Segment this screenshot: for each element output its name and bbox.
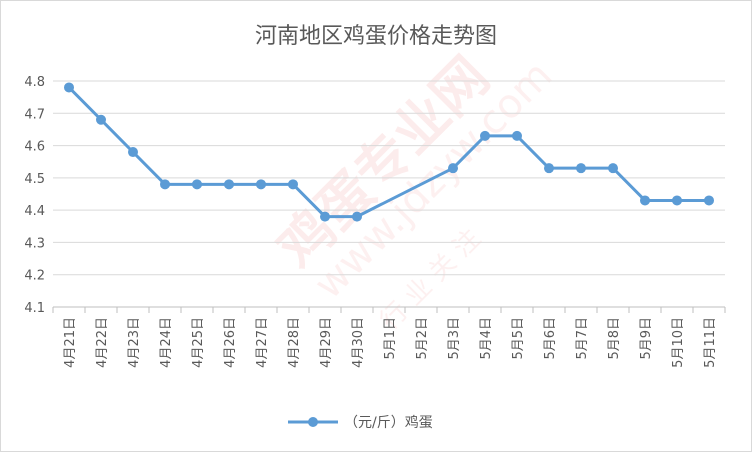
data-point [672, 195, 682, 206]
y-axis-ticks: 4.1 4.2 4.3 4.4 4.5 4.6 4.7 4.8 [24, 75, 45, 316]
x-tick-label: 5月9日 [639, 317, 654, 360]
data-point [96, 114, 106, 125]
x-tick-label: 4月28日 [287, 317, 302, 368]
y-tick-label: 4.6 [24, 140, 45, 155]
x-tick-label: 4月24日 [159, 317, 174, 368]
x-tick-label: 4月27日 [255, 317, 270, 368]
legend: （元/斤）鸡蛋 [288, 414, 433, 431]
x-tick-label: 5月5日 [511, 317, 526, 360]
x-tick-label: 5月11日 [703, 317, 718, 368]
data-point [288, 179, 298, 190]
series-line [64, 82, 714, 222]
y-tick-label: 4.5 [24, 172, 45, 187]
data-point [448, 163, 458, 174]
x-tick-label: 5月4日 [479, 317, 494, 360]
y-tick-label: 4.3 [24, 236, 45, 251]
data-point [128, 147, 138, 158]
y-tick-label: 4.4 [24, 204, 45, 219]
data-point [64, 82, 74, 93]
data-point [512, 130, 522, 141]
legend-label: （元/斤）鸡蛋 [344, 414, 433, 431]
gridlines [53, 80, 725, 308]
x-tick-label: 4月23日 [127, 317, 142, 368]
data-point [640, 195, 650, 206]
legend-marker [308, 417, 318, 427]
chart-title: 河南地区鸡蛋价格走势图 [255, 24, 497, 49]
x-tick-label: 4月21日 [63, 317, 78, 368]
x-tick-label: 4月30日 [351, 317, 366, 368]
x-tick-label: 5月3日 [447, 317, 462, 360]
data-point [544, 163, 554, 174]
data-point [352, 211, 362, 222]
y-tick-label: 4.7 [24, 107, 45, 122]
data-point [480, 130, 490, 141]
x-tick-label: 4月26日 [223, 317, 238, 368]
x-tick-label: 4月29日 [319, 317, 334, 368]
x-tick-label: 4月22日 [95, 317, 110, 368]
x-tick-label: 5月10日 [671, 317, 686, 368]
x-tick-label: 5月7日 [575, 317, 590, 360]
y-tick-label: 4.2 [24, 269, 45, 284]
y-tick-label: 4.1 [24, 301, 45, 316]
x-tick-label: 5月8日 [607, 317, 622, 360]
data-point [224, 179, 234, 190]
data-point [320, 211, 330, 222]
x-tick-label: 5月2日 [415, 317, 430, 360]
data-point [256, 179, 266, 190]
data-point [576, 163, 586, 174]
data-point [192, 179, 202, 190]
x-tick-label: 5月6日 [543, 317, 558, 360]
x-tick-label: 5月1日 [383, 317, 398, 360]
data-point [608, 163, 618, 174]
y-tick-label: 4.8 [24, 75, 45, 90]
data-point [160, 179, 170, 190]
x-tick-label: 4月25日 [191, 317, 206, 368]
x-axis: 4月21日 4月22日 4月23日 4月24日 4月25日 4月26日 4月27日 4月28日… [52, 307, 726, 368]
watermark: 鸡蛋专业网 www.jdzyw.com 行 业 关 注 [266, 45, 562, 336]
data-point [704, 195, 714, 206]
